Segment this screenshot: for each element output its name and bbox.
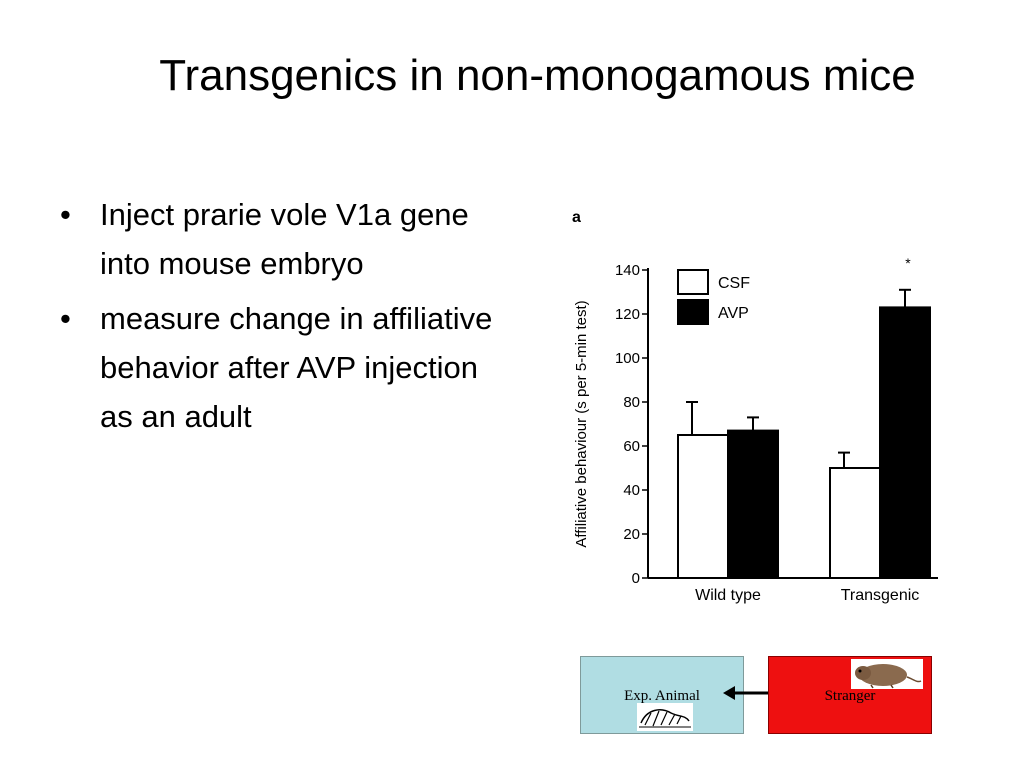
bar-csf-transgenic <box>829 467 881 579</box>
y-axis-label: Affiliative behaviour (s per 5-min test) <box>573 300 590 547</box>
significance-marker: * <box>905 255 911 271</box>
y-tick-label: 120 <box>615 306 640 323</box>
bar-csf-wild-type <box>677 434 729 579</box>
y-tick-label: 100 <box>615 350 640 367</box>
mouse-sketch-icon <box>637 703 693 731</box>
bullet-item: • measure change in affiliative behavior… <box>60 294 500 441</box>
bullet-item: • Inject prarie vole V1a gene into mouse… <box>60 190 500 288</box>
legend-label-csf: CSF <box>718 275 750 292</box>
bullet-text: measure change in affiliative behavior a… <box>100 301 493 434</box>
bullet-dot: • <box>60 197 71 232</box>
y-tick-label: 0 <box>632 570 640 587</box>
y-tick-label: 20 <box>623 526 640 543</box>
bullet-list: • Inject prarie vole V1a gene into mouse… <box>60 190 500 447</box>
y-tick-label: 40 <box>623 482 640 499</box>
panel-label: a <box>572 209 581 226</box>
stranger-box: Stranger <box>768 656 932 734</box>
experiment-diagram: Exp. Animal Stranger <box>580 656 940 738</box>
bar-avp-wild-type <box>727 429 779 579</box>
slide-title: Transgenics in non-monogamous mice <box>159 51 916 100</box>
y-tick-label: 140 <box>615 262 640 279</box>
legend-label-avp: AVP <box>718 305 749 322</box>
bar-avp-transgenic <box>879 306 931 580</box>
y-tick-label: 60 <box>623 438 640 455</box>
x-tick-label: Wild type <box>695 587 761 604</box>
bullet-text: Inject prarie vole V1a gene into mouse e… <box>100 197 469 281</box>
exp-animal-box: Exp. Animal <box>580 656 744 734</box>
bar-chart: a 0 20 40 60 80 100 120 140 Affiliative behaviour… <box>560 200 960 620</box>
x-tick-label: Transgenic <box>841 587 920 604</box>
legend-swatch-avp <box>677 299 709 325</box>
vole-icon <box>851 659 923 689</box>
legend-swatch-csf <box>677 269 709 295</box>
chart-svg: a 0 20 40 60 80 100 120 140 Affiliative behaviour… <box>572 209 938 604</box>
stranger-label: Stranger <box>824 688 876 704</box>
y-tick-label: 80 <box>623 394 640 411</box>
bullet-dot: • <box>60 301 71 336</box>
exp-animal-label: Exp. Animal <box>624 688 700 704</box>
